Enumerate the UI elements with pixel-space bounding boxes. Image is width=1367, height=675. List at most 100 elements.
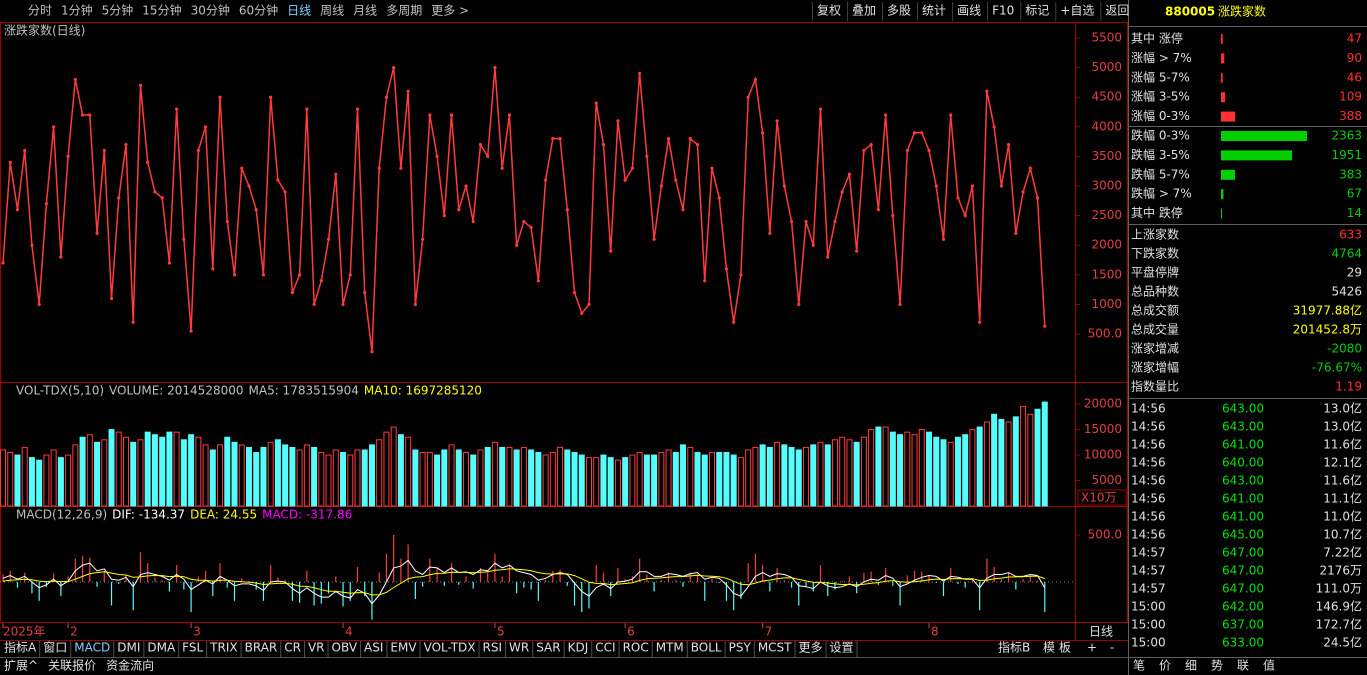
line-series <box>2 67 1046 352</box>
unit-label: X10万 <box>1081 491 1117 505</box>
indicator-tab[interactable]: VR <box>308 641 325 655</box>
y-tick-label: 4500 <box>1091 90 1122 104</box>
line-point <box>1028 166 1032 170</box>
indicator-tab[interactable]: SAR <box>536 641 560 655</box>
indicator-tab[interactable]: CR <box>284 641 301 655</box>
indicator-tab[interactable]: DMA <box>147 641 176 655</box>
volume-bar <box>983 421 990 507</box>
toolbar-button[interactable]: 5分钟 <box>102 3 134 18</box>
side-tab[interactable]: 值 <box>1263 658 1275 673</box>
line-point <box>59 255 63 259</box>
side-tab[interactable]: 细 <box>1185 659 1197 673</box>
toolbar-button[interactable]: F10 <box>992 4 1014 18</box>
line-point <box>558 137 562 141</box>
volume-bar <box>542 454 549 507</box>
indicator-tab[interactable]: PSY <box>729 641 752 655</box>
toolbar-button[interactable]: 日线 <box>287 4 311 18</box>
side-tab[interactable]: 价 <box>1159 659 1171 673</box>
bottom-tab[interactable]: 关联报价 <box>48 658 96 673</box>
toolbar-button[interactable]: 叠加 <box>852 4 876 18</box>
volume-bar <box>463 452 470 507</box>
indicator-tab[interactable]: MTM <box>656 641 684 655</box>
indicator-tab[interactable]: OBV <box>332 641 358 655</box>
side-tab[interactable]: 势 <box>1211 659 1223 673</box>
panel-legend: VOL-TDX(5,10) <box>16 384 104 398</box>
toolbar-button[interactable]: 1分钟 <box>61 3 93 18</box>
indicator-tab[interactable]: - <box>1110 641 1114 655</box>
toolbar-button[interactable]: 60分钟 <box>239 3 278 18</box>
volume-bar <box>578 454 585 507</box>
bottom-tab[interactable]: 扩展^ <box>4 659 38 673</box>
indicator-tab[interactable]: ASI <box>364 641 383 655</box>
indicator-tab[interactable]: VOL-TDX <box>424 641 476 655</box>
indicator-tab[interactable]: 指标B <box>998 640 1030 655</box>
row-label: 涨幅 0-3% <box>1131 108 1190 123</box>
volume-bar <box>651 454 658 507</box>
indicator-tab[interactable]: EMV <box>390 641 417 655</box>
line-point <box>811 243 815 247</box>
toolbar-button[interactable]: 周线 <box>320 4 344 18</box>
line-point <box>543 178 548 182</box>
volume-bar <box>614 459 621 507</box>
volume-bar <box>708 452 715 507</box>
line-point <box>478 142 483 147</box>
toolbar-button[interactable]: 返回 <box>1105 4 1129 18</box>
indicator-tab[interactable]: TRIX <box>209 641 237 655</box>
indicator-tab[interactable]: 更多 <box>799 641 823 655</box>
tick-price: 641.00 <box>1222 492 1264 506</box>
indicator-tab[interactable]: 窗口 <box>43 641 67 655</box>
line-point <box>377 166 381 170</box>
toolbar-button[interactable]: 复权 <box>817 4 841 18</box>
indicator-tab[interactable]: MACD <box>74 641 110 655</box>
indicator-tab[interactable]: DMI <box>117 641 140 655</box>
toolbar-button[interactable]: 15分钟 <box>142 3 181 18</box>
toolbar-button[interactable]: 统计 <box>922 4 946 18</box>
indicator-tab[interactable]: MCST <box>758 641 792 655</box>
tick-price: 642.00 <box>1222 600 1264 614</box>
line-point <box>804 219 808 224</box>
line-point <box>978 320 982 324</box>
bottom-tab[interactable]: 资金流向 <box>106 658 154 673</box>
toolbar-button[interactable]: 月线 <box>353 4 377 18</box>
toolbar-button[interactable]: 画线 <box>957 4 981 18</box>
toolbar-button[interactable]: 标记 <box>1025 4 1049 18</box>
indicator-tab[interactable]: KDJ <box>568 641 589 655</box>
toolbar-button[interactable]: 多股 <box>887 4 911 18</box>
x-tick-label: 3 <box>193 625 201 639</box>
indicator-tab[interactable]: ROC <box>623 641 649 655</box>
tick-time: 15:00 <box>1131 636 1166 650</box>
indicator-tab[interactable]: WR <box>509 641 529 655</box>
indicator-tab[interactable]: + <box>1087 641 1097 655</box>
indicator-tab[interactable]: CCI <box>595 641 615 655</box>
indicator-tab[interactable]: RSI <box>483 641 503 655</box>
toolbar-button[interactable]: 30分钟 <box>191 3 230 18</box>
indicator-tab[interactable]: 指标A <box>4 640 37 655</box>
line-point <box>225 219 229 224</box>
indicator-tab[interactable]: FSL <box>182 641 203 655</box>
row-label: 跌幅 3-5% <box>1131 147 1190 162</box>
volume-bar <box>405 436 412 507</box>
side-tab[interactable]: 联 <box>1237 659 1249 673</box>
toolbar-button[interactable]: 分时 <box>28 4 52 18</box>
line-point <box>956 196 960 200</box>
indicator-tab[interactable]: 设置 <box>830 641 854 655</box>
indicator-tab[interactable]: BOLL <box>691 641 722 655</box>
toolbar-button[interactable]: 更多 > <box>431 4 469 18</box>
indicator-tab[interactable]: BRAR <box>245 641 278 655</box>
row-label: 其中 涨停 <box>1131 31 1183 46</box>
row-value: 46 <box>1347 70 1362 84</box>
toolbar-button[interactable]: +自选 <box>1060 4 1094 18</box>
volume-bar <box>926 431 933 507</box>
volume-bar <box>875 426 882 507</box>
volume-bar <box>412 449 419 507</box>
side-tab[interactable]: 笔 <box>1133 658 1145 673</box>
tick-price: 640.00 <box>1222 456 1264 470</box>
y-tick-label: 1500 <box>1091 267 1122 281</box>
indicator-tab[interactable]: 模 板 <box>1043 641 1071 655</box>
volume-bar <box>318 452 325 507</box>
stat-value: 4764 <box>1331 247 1362 261</box>
row-label: 跌幅 5-7% <box>1131 166 1190 181</box>
volume-bar <box>991 413 998 507</box>
toolbar-button[interactable]: 多周期 <box>386 4 422 18</box>
volume-bar <box>795 449 802 507</box>
